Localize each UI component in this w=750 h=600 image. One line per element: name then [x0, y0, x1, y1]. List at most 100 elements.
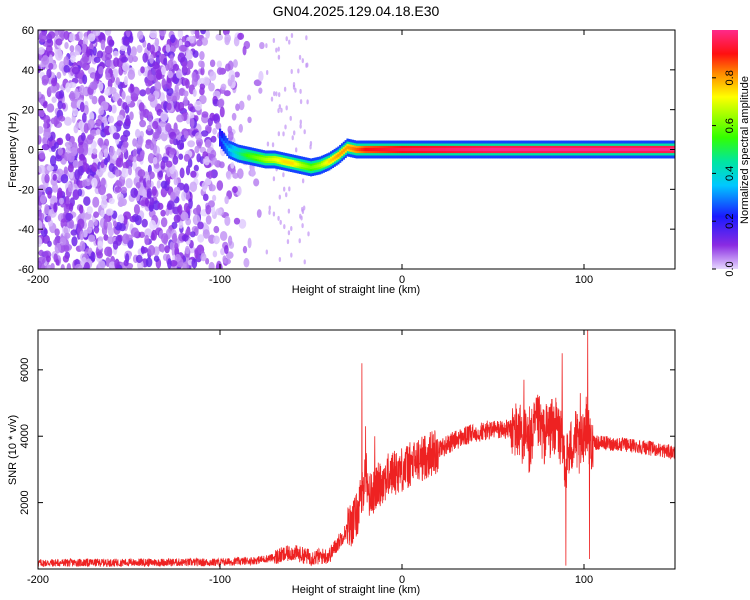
ridge-cell — [562, 147, 566, 152]
ridge-cell — [595, 147, 598, 152]
ridge-cell — [632, 147, 635, 152]
ridge-cell — [579, 147, 582, 152]
ridge-cell — [231, 149, 234, 153]
ridge-cell — [388, 147, 391, 152]
noise-blob — [215, 262, 223, 269]
ridge-cell — [441, 147, 444, 152]
ridge-cell — [428, 147, 431, 152]
ridge-cell — [310, 165, 313, 170]
noise-blob — [141, 218, 148, 228]
ridge-cell — [268, 157, 271, 162]
noise-blob — [97, 260, 106, 269]
noise-blob — [219, 230, 228, 241]
noise-blob — [183, 90, 189, 97]
noise-blob — [41, 143, 50, 151]
noise-blob — [101, 116, 108, 124]
noise-blob — [122, 233, 130, 245]
noise-blob — [212, 194, 217, 202]
noise-blob — [44, 204, 50, 215]
x-tick-label: 0 — [399, 274, 405, 286]
noise-blob — [145, 87, 151, 95]
noise-blob — [82, 74, 88, 85]
noise-blob — [132, 55, 138, 63]
noise-blob — [86, 206, 93, 215]
noise-blob — [208, 82, 215, 92]
noise-blob — [180, 211, 189, 221]
noise-blob — [178, 220, 184, 229]
ridge-cell — [340, 150, 344, 154]
noise-blob — [70, 55, 76, 63]
noise-blob — [177, 101, 185, 112]
ridge-cell — [344, 147, 347, 151]
noise-blob — [160, 217, 168, 228]
spectrogram-x-label: Height of straight line (km) — [292, 284, 420, 296]
noise-blob — [67, 183, 73, 193]
noise-blob — [115, 77, 120, 86]
ridge-cell — [373, 147, 376, 152]
noise-blob — [154, 81, 162, 92]
noise-blob — [215, 122, 222, 130]
ridge-cell — [530, 147, 533, 152]
noise-blob — [103, 234, 109, 241]
ridge-cell — [295, 162, 298, 166]
noise-blob — [38, 210, 42, 221]
noise-blob — [46, 68, 52, 79]
noise-blob — [71, 108, 79, 117]
ridge-cell — [459, 147, 462, 152]
ridge-cell — [271, 157, 274, 162]
noise-blob — [200, 30, 207, 35]
noise-blob — [165, 122, 172, 133]
ridge-cell — [528, 147, 531, 152]
noise-blob — [108, 261, 116, 269]
noise-blob — [147, 111, 153, 123]
noise-blob — [199, 77, 205, 84]
noise-blob — [142, 188, 147, 198]
noise-blob — [38, 236, 43, 248]
noise-blob — [81, 112, 87, 123]
noise-blob — [55, 38, 63, 46]
noise-blob — [288, 39, 291, 45]
ridge-cell — [542, 147, 546, 152]
ridge-cell — [404, 147, 407, 152]
noise-blob — [88, 234, 96, 243]
ridge-cell — [419, 147, 422, 152]
noise-blob — [294, 147, 298, 153]
noise-blob — [139, 111, 144, 122]
noise-blob — [83, 262, 90, 269]
ridge-cell — [515, 147, 518, 152]
noise-blob — [224, 244, 229, 255]
ridge-cell — [431, 147, 435, 152]
noise-blob — [178, 44, 187, 52]
ridge-cell — [337, 153, 340, 158]
ridge-cell — [308, 165, 311, 169]
noise-blob — [160, 180, 168, 189]
ridge-cell — [599, 147, 602, 152]
ridge-cell — [603, 147, 606, 152]
noise-blob — [170, 34, 176, 44]
noise-blob — [201, 181, 209, 190]
noise-blob — [103, 148, 109, 158]
ridge-cell — [584, 147, 588, 152]
ridge-cell — [253, 155, 256, 159]
noise-blob — [199, 87, 205, 96]
ridge-cell — [395, 147, 398, 152]
noise-blob — [54, 30, 59, 38]
ridge-cell — [399, 147, 402, 152]
noise-blob — [307, 231, 310, 237]
noise-blob — [145, 257, 153, 268]
noise-blob — [72, 159, 79, 169]
noise-blob — [54, 242, 62, 254]
colorbar-tick-label: 0.4 — [724, 166, 736, 181]
snr-series-line — [38, 330, 675, 568]
noise-blob — [68, 81, 77, 89]
noise-blob — [79, 101, 85, 113]
noise-blob — [212, 250, 218, 258]
noise-blob — [285, 36, 288, 42]
ridge-cell — [415, 147, 418, 152]
noise-blob — [200, 130, 209, 137]
noise-blob — [137, 30, 144, 40]
noise-blob — [187, 140, 195, 148]
noise-blob — [174, 253, 181, 262]
noise-blob — [118, 196, 123, 204]
noise-blob — [174, 242, 179, 250]
